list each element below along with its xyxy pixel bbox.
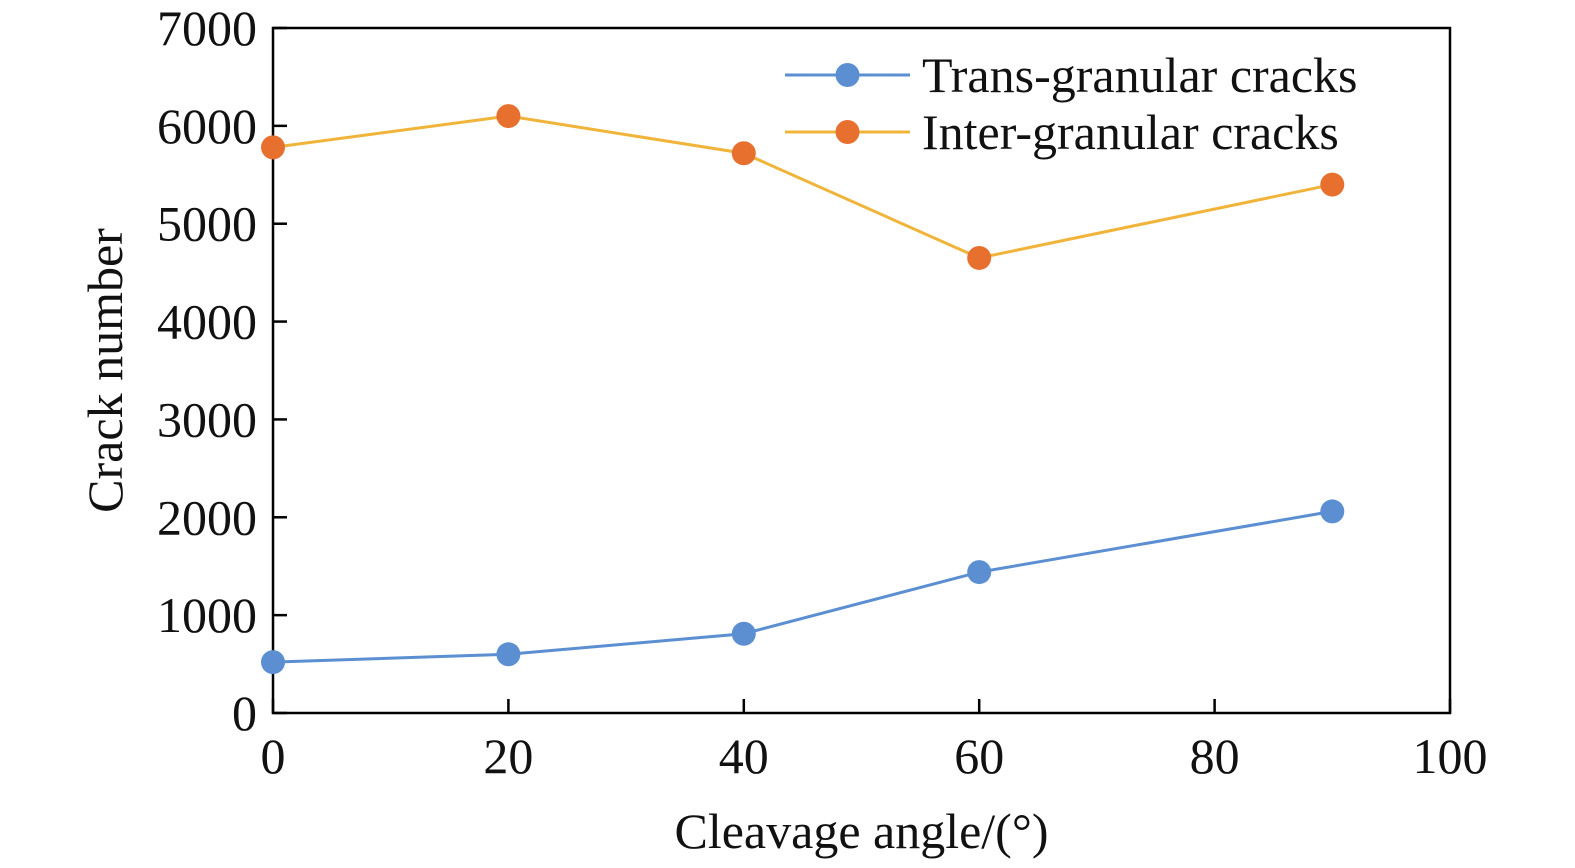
y-tick-label: 1000 — [157, 587, 257, 643]
legend-label: Trans-granular cracks — [922, 47, 1358, 103]
series-trans-granular — [261, 499, 1345, 675]
y-axis: 0 1000 2000 3000 4000 5000 6000 7000 — [157, 0, 287, 741]
series-line — [272, 509, 1333, 664]
legend-item: Inter-granular cracks — [785, 104, 1339, 160]
x-tick-label: 20 — [483, 728, 533, 784]
data-point — [1320, 172, 1345, 197]
plot-frame — [271, 26, 1452, 715]
legend-marker — [835, 120, 860, 144]
legend-marker — [835, 63, 860, 87]
data-point — [261, 135, 285, 160]
legend-label: Inter-granular cracks — [922, 104, 1339, 160]
y-tick-label: 6000 — [157, 98, 257, 154]
x-tick-label: 60 — [954, 728, 1004, 784]
series-layer — [261, 104, 1345, 675]
data-point — [1320, 499, 1345, 524]
data-point — [731, 141, 756, 166]
x-tick-label: 40 — [719, 728, 769, 784]
x-axis-title: Cleavage angle/(°) — [675, 803, 1049, 859]
y-tick-label: 5000 — [157, 196, 257, 252]
x-tick-label: 80 — [1190, 728, 1240, 784]
y-tick-label: 3000 — [157, 391, 257, 447]
x-tick-label: 0 — [261, 728, 286, 784]
data-point — [967, 560, 992, 585]
legend-item: Trans-granular cracks — [785, 47, 1358, 103]
data-point — [967, 245, 992, 270]
x-axis: 0 20 40 60 80 100 — [261, 699, 1488, 784]
y-tick-label: 7000 — [157, 0, 257, 56]
data-point — [496, 642, 521, 667]
data-point — [496, 104, 521, 129]
series-inter-granular — [261, 104, 1345, 270]
plot-area — [271, 26, 1452, 715]
y-tick-label: 2000 — [157, 489, 257, 545]
y-tick-label: 0 — [232, 685, 257, 741]
x-tick-label: 100 — [1413, 728, 1488, 784]
data-point — [731, 621, 756, 646]
data-point — [261, 650, 285, 675]
y-tick-label: 4000 — [157, 294, 257, 350]
y-axis-title: Crack number — [77, 228, 133, 513]
